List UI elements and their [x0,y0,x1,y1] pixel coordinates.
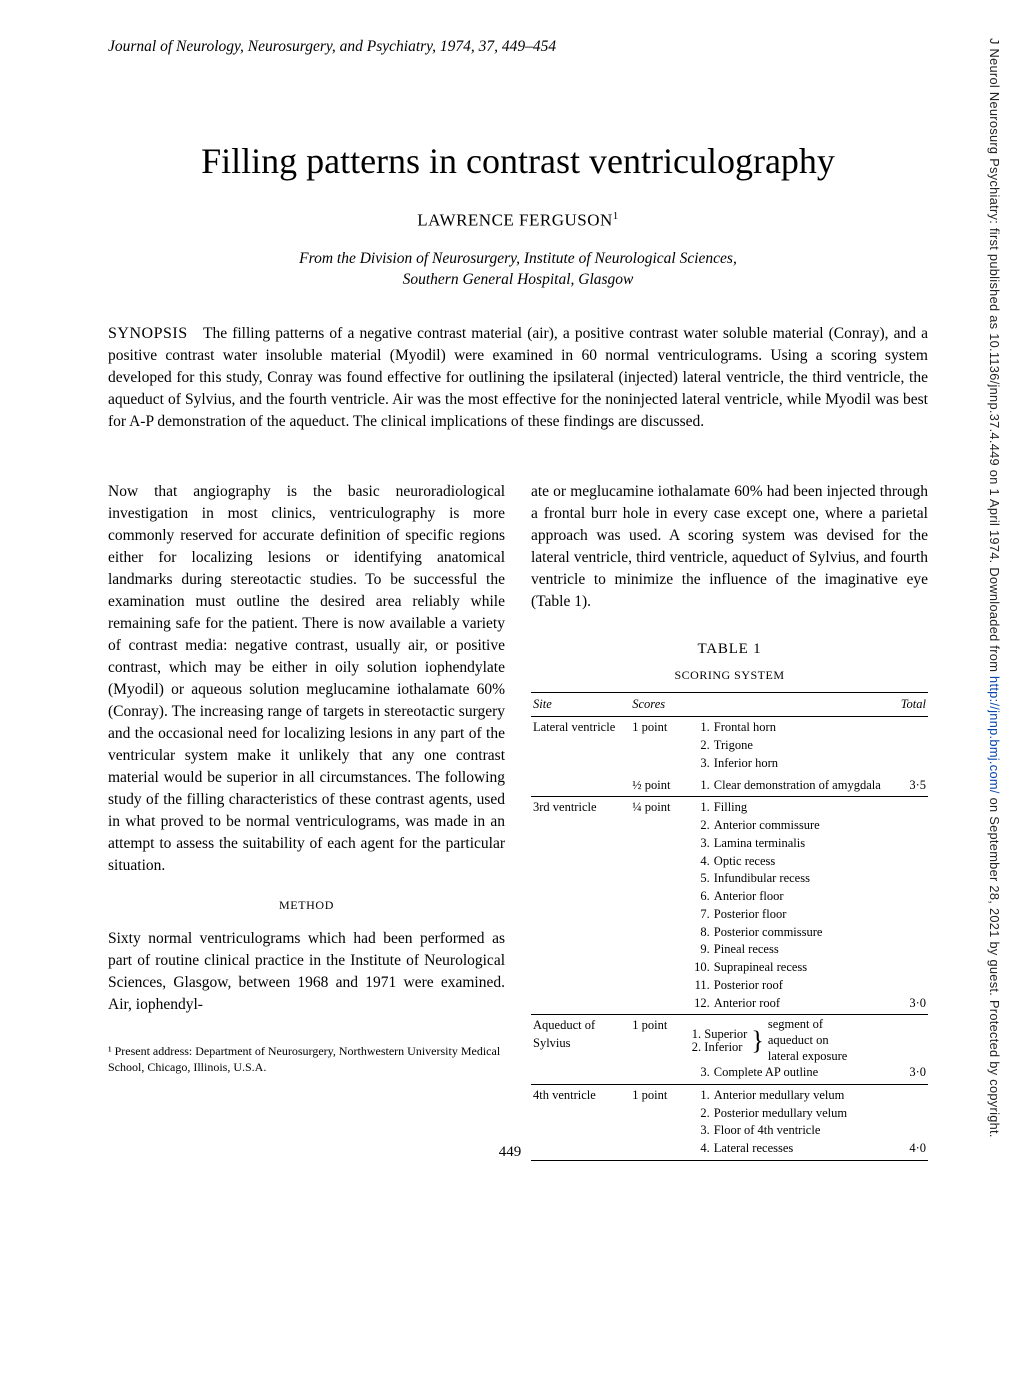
left-paragraph-2: Sixty normal ventriculograms which had b… [108,928,505,1016]
table-row: 3rd ventricle¼ point1.Filling2.Anterior … [531,797,928,1015]
affiliation-line-2: Southern General Hospital, Glasgow [403,271,634,288]
item-line: 11.Posterior roof [692,977,883,995]
right-column: ate or meglucamine iothalamate 60% had b… [531,481,928,1161]
left-paragraph-1: Now that angiography is the basic neuror… [108,481,505,877]
paper-page: Journal of Neurology, Neurosurgery, and … [0,0,1020,1201]
sidebar-citation: J Neurol Neurosurg Psychiatry: first pub… [980,38,1002,1358]
author: LAWRENCE FERGUSON1 [108,210,928,231]
table-header-row: Site Scores Total [531,692,928,717]
sidebar-link[interactable]: http://jnnp.bmj.com/ [987,676,1002,794]
item-line: 3.Inferior horn [692,755,883,773]
method-heading: METHOD [108,897,505,914]
author-superscript: 1 [613,210,619,222]
item-line: 1.Frontal horn [692,719,883,737]
score-cell: ½ point [630,775,690,797]
table-header-blank [690,692,885,717]
synopsis: SYNOPSIS The filling patterns of a negat… [108,323,928,434]
item-line: 3.Lamina terminalis [692,835,883,853]
item-line: 6.Anterior floor [692,888,883,906]
site-cell [531,775,630,797]
score-cell: 1 point [630,1084,690,1160]
synopsis-text: The filling patterns of a negative contr… [108,325,928,431]
item-line: 5.Infundibular recess [692,870,883,888]
item-line: 1.Clear demonstration of amygdala [692,777,883,795]
item-line: 2.Anterior commissure [692,817,883,835]
table-row: Aqueduct of Sylvius1 point1. Superior2. … [531,1015,928,1085]
table-header-scores: Scores [630,692,690,717]
item-line: 1.Anterior medullary velum [692,1087,883,1105]
item-line: 4.Lateral recesses [692,1140,883,1158]
right-top-text: ate or meglucamine iothalamate 60% had b… [531,481,928,613]
table-row: Lateral ventricle1 point1.Frontal horn2.… [531,717,928,775]
affiliation: From the Division of Neurosurgery, Insti… [108,249,928,291]
affiliation-line-1: From the Division of Neurosurgery, Insti… [299,250,737,267]
score-cell: 1 point [630,717,690,775]
two-column-layout: Now that angiography is the basic neuror… [108,481,928,1161]
site-cell: 4th ventricle [531,1084,630,1160]
synopsis-label: SYNOPSIS [108,325,188,342]
site-cell: Lateral ventricle [531,717,630,775]
site-cell: 3rd ventricle [531,797,630,1015]
item-line: 7.Posterior floor [692,906,883,924]
total-cell: 3·0 [884,1015,928,1085]
item-line: 2.Trigone [692,737,883,755]
page-number: 449 [499,1144,522,1161]
items-cell: 1.Frontal horn2.Trigone3.Inferior horn [690,717,885,775]
scoring-table: Site Scores Total Lateral ventricle1 poi… [531,692,928,1161]
total-cell: 4·0 [884,1084,928,1160]
item-line: 1.Filling [692,799,883,817]
item-line: 12.Anterior roof [692,995,883,1013]
journal-header: Journal of Neurology, Neurosurgery, and … [108,38,928,56]
article-title: Filling patterns in contrast ventriculog… [108,140,928,182]
items-cell: 1. Superior2. Inferior}segment ofaqueduc… [690,1015,885,1085]
site-cell: Aqueduct of Sylvius [531,1015,630,1085]
right-paragraph-1: ate or meglucamine iothalamate 60% had b… [531,481,928,613]
score-cell: 1 point [630,1015,690,1085]
item-line: 4.Optic recess [692,853,883,871]
items-cell: 1.Clear demonstration of amygdala [690,775,885,797]
item-line: 2.Posterior medullary velum [692,1105,883,1123]
table-row: ½ point1.Clear demonstration of amygdala… [531,775,928,797]
table-label: TABLE 1 [531,639,928,660]
item-line: 10.Suprapineal recess [692,959,883,977]
total-cell [884,717,928,775]
score-cell: ¼ point [630,797,690,1015]
table-header-site: Site [531,692,630,717]
items-cell: 1.Filling2.Anterior commissure3.Lamina t… [690,797,885,1015]
total-cell: 3·0 [884,797,928,1015]
item-line: 3.Floor of 4th ventricle [692,1122,883,1140]
table-caption: SCORING SYSTEM [531,667,928,684]
table-header-total: Total [884,692,928,717]
total-cell: 3·5 [884,775,928,797]
left-column: Now that angiography is the basic neuror… [108,481,505,1161]
table-row: 4th ventricle1 point1.Anterior medullary… [531,1084,928,1160]
item-line: 8.Posterior commissure [692,924,883,942]
footnote: ¹ Present address: Department of Neurosu… [108,1044,505,1075]
items-cell: 1.Anterior medullary velum2.Posterior me… [690,1084,885,1160]
author-name: LAWRENCE FERGUSON [417,211,613,230]
sidebar-prefix: J Neurol Neurosurg Psychiatry: first pub… [987,38,1002,676]
item-line: 9.Pineal recess [692,941,883,959]
sidebar-suffix: on September 28, 2021 by guest. Protecte… [987,794,1002,1138]
